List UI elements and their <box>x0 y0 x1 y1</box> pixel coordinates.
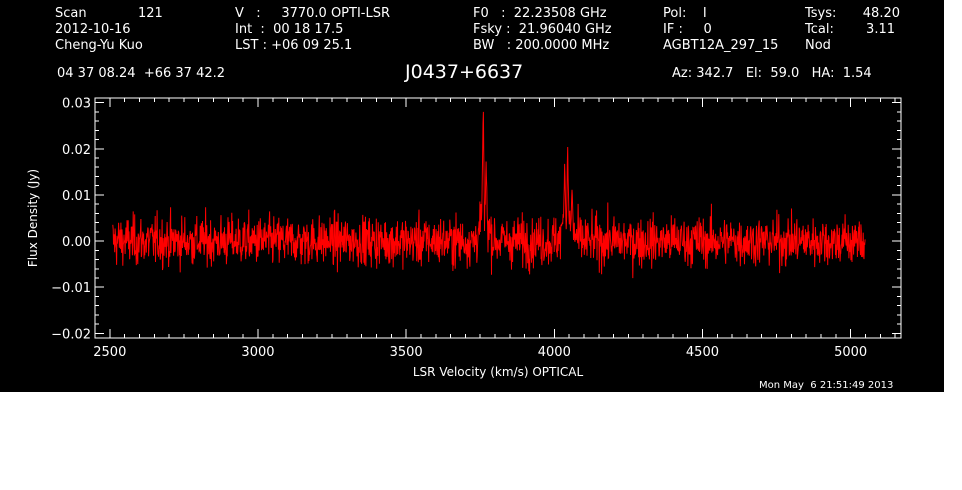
project-id: AGBT12A_297_15 <box>663 38 779 53</box>
observer-name: Cheng-Yu Kuo <box>55 38 143 53</box>
x-tick-label: 2500 <box>93 345 126 360</box>
y-tick-label: −0.02 <box>51 327 91 342</box>
plot-frame <box>94 97 902 339</box>
tcal-label: Tcal: <box>805 22 834 37</box>
velocity-info: V : 3770.0 OPTI-LSR <box>235 6 391 21</box>
source-coordinates: 04 37 08.24 +66 37 42.2 <box>57 66 226 81</box>
x-tick-label: 4000 <box>538 345 571 360</box>
polarization: Pol: I <box>663 6 707 21</box>
x-tick-label: 4500 <box>686 345 719 360</box>
az-el-ha: Az: 342.7 El: 59.0 HA: 1.54 <box>672 66 872 81</box>
lst-value: LST : +06 09 25.1 <box>235 38 353 53</box>
spectrum-trace <box>112 111 866 279</box>
y-tick-label: 0.00 <box>62 235 91 250</box>
spectrum-chart: 2500 3000 3500 4000 4500 5000 −0.02 −0.01 0.00 0.… <box>26 97 902 379</box>
integration-time: Int : 00 18 17.5 <box>235 22 344 37</box>
y-tick-label: 0.01 <box>62 189 91 204</box>
x-tick-label: 5000 <box>834 345 867 360</box>
x-tick-label: 3000 <box>241 345 274 360</box>
scan-number: 121 <box>138 6 163 21</box>
y-axis-label: Flux Density (Jy) <box>26 169 40 267</box>
bandwidth: BW : 200.0000 MHz <box>473 38 610 53</box>
y-tick-label: 0.02 <box>62 143 91 158</box>
tcal-value: 3.11 <box>866 22 895 37</box>
source-name: J0437+6637 <box>405 61 524 83</box>
x-tick-label: 3500 <box>390 345 423 360</box>
observing-mode: Nod <box>805 38 831 53</box>
sky-frequency: Fsky : 21.96040 GHz <box>473 22 612 37</box>
y-tick-label: −0.01 <box>51 281 91 296</box>
if-number: IF : 0 <box>663 22 712 37</box>
observation-date: 2012-10-16 <box>55 22 131 37</box>
tsys-label: Tsys: <box>805 6 837 21</box>
y-tick-label: 0.03 <box>62 97 91 112</box>
timestamp: Mon May 6 21:51:49 2013 <box>759 380 894 391</box>
scan-label: Scan <box>55 6 87 21</box>
x-axis-label: LSR Velocity (km/s) OPTICAL <box>413 365 584 379</box>
tsys-value: 48.20 <box>862 6 900 21</box>
rest-frequency: F0 : 22.23508 GHz <box>473 6 607 21</box>
spectrum-panel: Scan 121 2012-10-16 Cheng-Yu Kuo V : 377… <box>0 0 944 392</box>
